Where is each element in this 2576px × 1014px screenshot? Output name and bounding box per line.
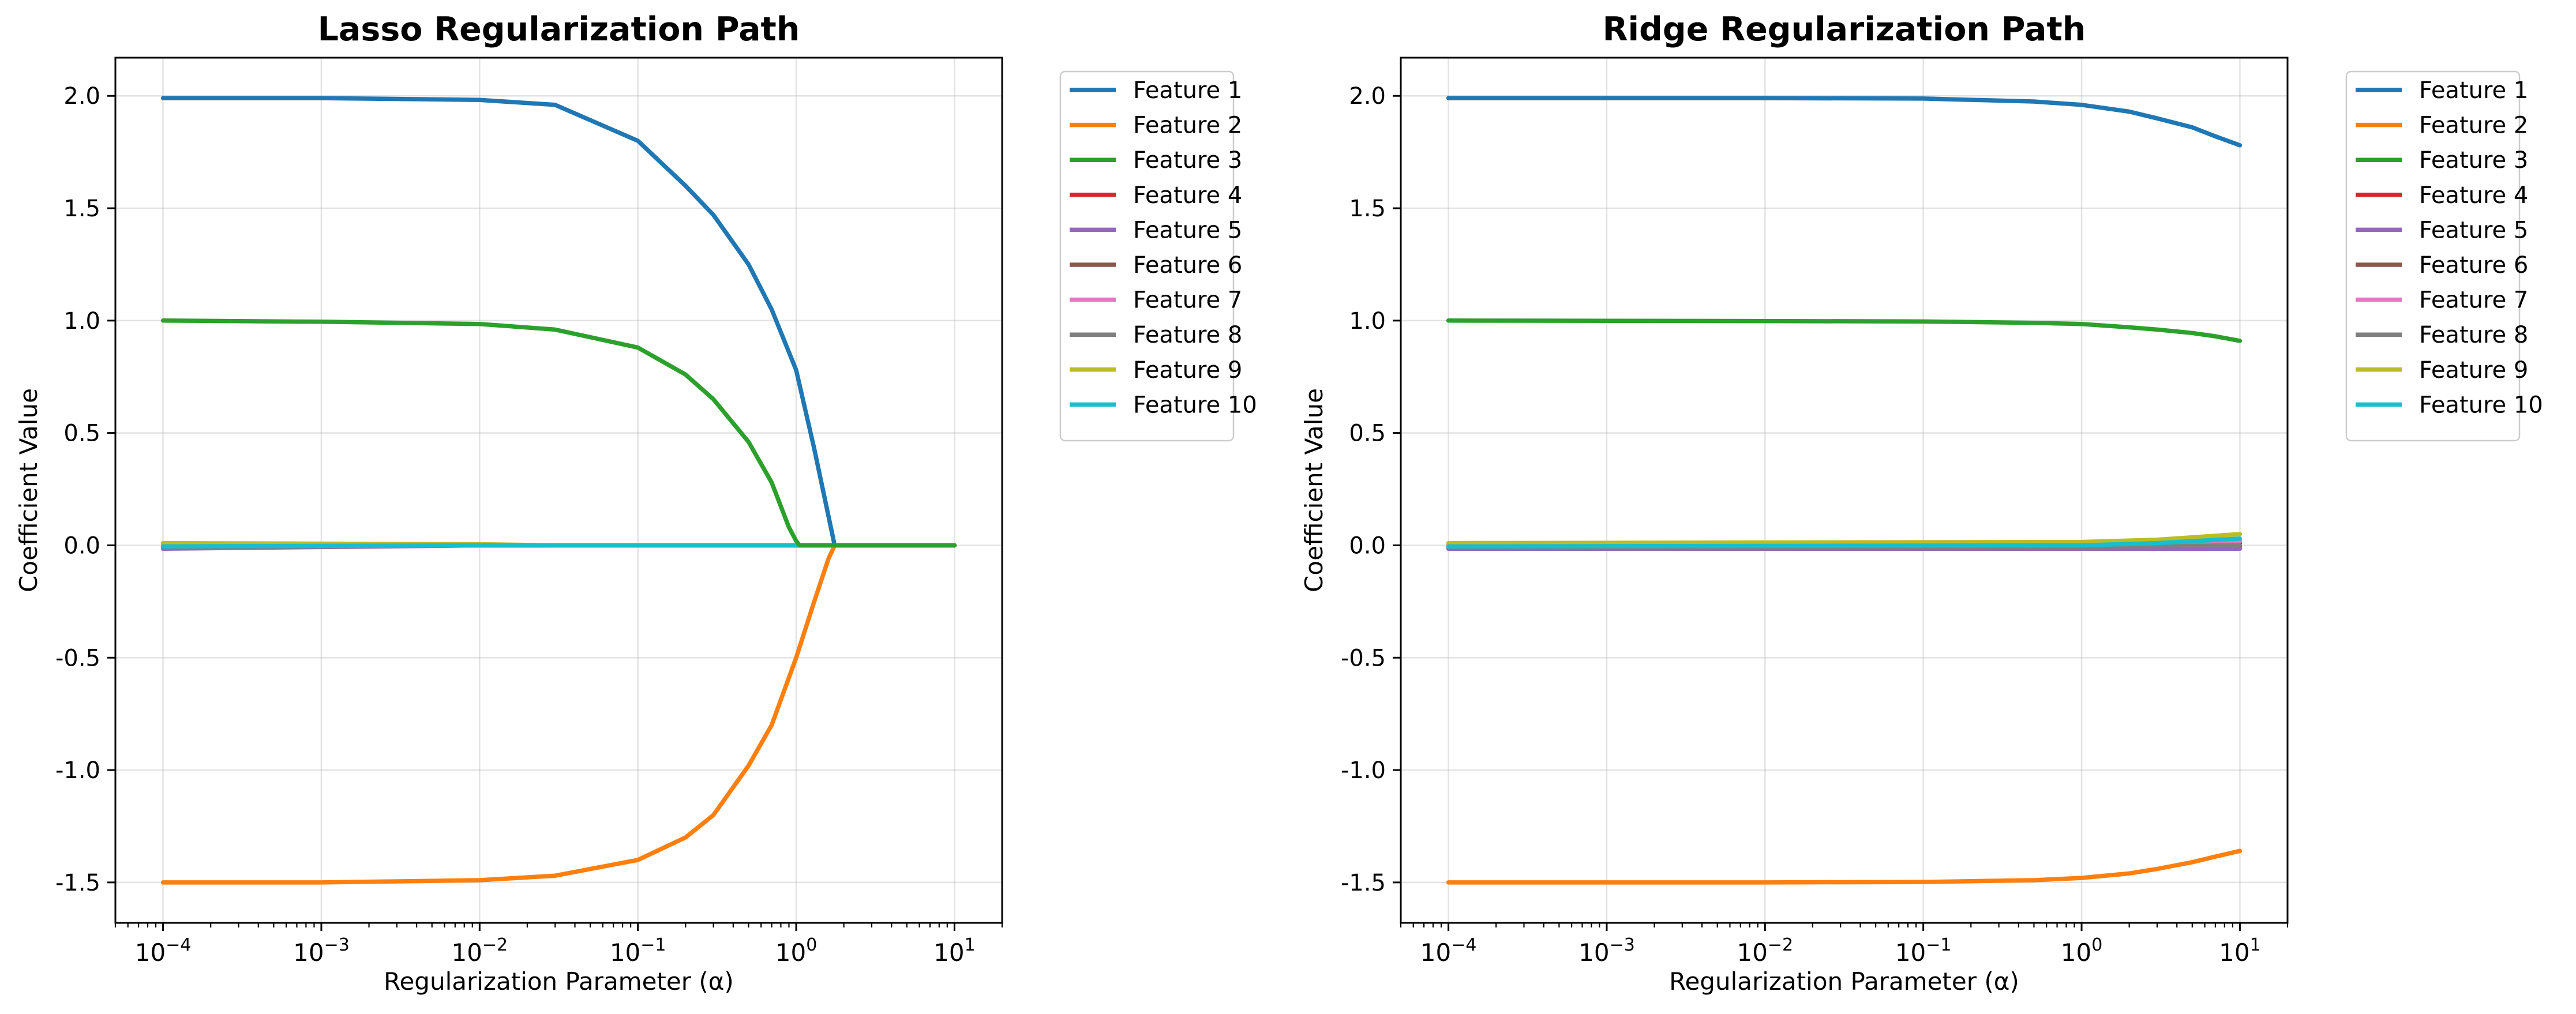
- legend-label: Feature 3: [1133, 147, 1242, 174]
- x-tick-label: 10−1: [1895, 935, 1952, 967]
- series-line-feature-1: [160, 96, 957, 548]
- legend-label: Feature 4: [1133, 182, 1242, 209]
- y-tick-label: 0.5: [1349, 420, 1386, 447]
- legend-label: Feature 6: [1133, 252, 1242, 279]
- y-tick-label: 1.5: [63, 196, 100, 222]
- x-axis-label: Regularization Parameter (α): [384, 967, 734, 996]
- series-line-feature-9: [1446, 532, 2243, 546]
- series-line-feature-2: [1446, 848, 2243, 885]
- x-tick-label: 10−4: [1420, 935, 1477, 967]
- y-tick-label: -1.0: [1341, 757, 1386, 784]
- legend-label: Feature 2: [2419, 112, 2528, 139]
- legend: Feature 1 Feature 2 Feature 3 Feature 4 Feat…: [1059, 70, 1257, 442]
- legend-label: Feature 7: [2419, 287, 2528, 314]
- x-tick-label: 10−3: [1578, 935, 1635, 967]
- x-tick-label: 101: [2219, 935, 2261, 967]
- chart-title: Lasso Regularization Path: [318, 10, 800, 48]
- y-tick-label: -0.5: [55, 645, 100, 671]
- series-line-feature-10: [160, 543, 957, 549]
- series-line-feature-3: [160, 318, 957, 548]
- legend-label: Feature 4: [2419, 182, 2528, 209]
- y-tick-label: 2.0: [1349, 83, 1386, 110]
- y-tick-label: 2.0: [63, 83, 100, 110]
- x-tick-label: 101: [933, 935, 976, 967]
- x-tick-label: 10−3: [293, 935, 350, 967]
- series-group: [1446, 96, 2243, 885]
- y-tick-label: 1.5: [1349, 196, 1386, 222]
- legend-label: Feature 8: [2419, 322, 2528, 348]
- series-group: [160, 96, 957, 885]
- series-line-feature-1: [1446, 96, 2243, 148]
- legend-label: Feature 1: [2419, 77, 2528, 104]
- y-tick-label: -0.5: [1341, 645, 1386, 671]
- x-tick-label: 100: [775, 935, 818, 967]
- legend-label: Feature 2: [1133, 112, 1242, 139]
- legend-label: Feature 8: [1133, 322, 1242, 348]
- legend-box: [1059, 70, 1235, 442]
- x-tick-label: 10−2: [1737, 935, 1793, 967]
- legend: Feature 1 Feature 2 Feature 3 Feature 4 Feat…: [2345, 70, 2543, 442]
- legend-label: Feature 10: [1133, 392, 1257, 418]
- legend-label: Feature 3: [2419, 147, 2528, 174]
- y-tick-label: 1.0: [1349, 308, 1386, 335]
- y-axis-label: Coefficient Value: [1300, 388, 1328, 592]
- legend-label: Feature 9: [2419, 357, 2528, 384]
- x-tick-label: 10−1: [610, 935, 666, 967]
- y-axis-label: Coefficient Value: [14, 388, 43, 592]
- x-tick-label: 100: [2061, 935, 2103, 967]
- y-tick-label: 0.0: [63, 532, 100, 559]
- legend-label: Feature 5: [1133, 217, 1242, 243]
- legend-label: Feature 6: [2419, 252, 2528, 279]
- legend-label: Feature 7: [1133, 287, 1242, 314]
- y-tick-label: 0.0: [1349, 532, 1386, 559]
- series-line-feature-2: [160, 543, 957, 885]
- series-line-feature-10: [1446, 536, 2243, 549]
- chart-panel-2: 10−4 10−3 10−2 10−1 100 101 -1.5 -1.0 -0.5 0.0 0.5…: [1300, 10, 2543, 996]
- y-tick-label: -1.0: [55, 757, 100, 784]
- series-line-feature-3: [1446, 318, 2243, 343]
- x-tick-label: 10−2: [451, 935, 508, 967]
- chart-panel-1: 10−4 10−3 10−2 10−1 100 101 -1.5 -1.0 -0.5 0.0 0.5…: [14, 10, 1257, 996]
- legend-label: Feature 5: [2419, 217, 2528, 243]
- legend-label: Feature 9: [1133, 357, 1242, 384]
- axes-frame: [1400, 57, 2289, 924]
- x-tick-label: 10−4: [135, 935, 192, 967]
- chart-title: Ridge Regularization Path: [1603, 10, 2086, 48]
- legend-box: [2345, 70, 2521, 442]
- x-axis-label: Regularization Parameter (α): [1669, 967, 2019, 996]
- axes-frame: [114, 57, 1003, 924]
- y-tick-label: -1.5: [55, 870, 100, 896]
- legend-label: Feature 10: [2419, 392, 2543, 418]
- legend-label: Feature 1: [1133, 77, 1242, 104]
- y-tick-label: 1.0: [63, 308, 100, 335]
- y-tick-label: -1.5: [1341, 870, 1386, 896]
- y-tick-label: 0.5: [63, 420, 100, 447]
